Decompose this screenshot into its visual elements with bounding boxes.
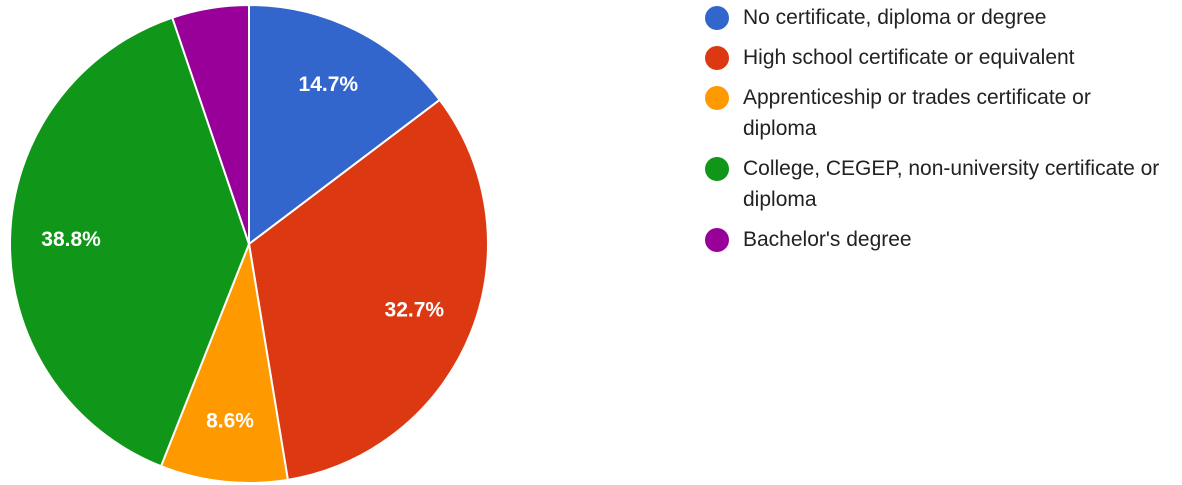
pie-plot-area: 14.7% 32.7% 8.6% 38.8% — [9, 3, 489, 484]
pie-slice-0[interactable] — [248, 3, 442, 247]
pie-slice-2[interactable] — [159, 240, 290, 484]
legend-item-1[interactable]: High school certificate or equivalent — [705, 42, 1175, 73]
slice-value-label-0: 14.7% — [299, 73, 359, 96]
pie-slice-1[interactable] — [247, 98, 489, 481]
legend-label-4: Bachelor's degree — [743, 228, 912, 251]
pie-slices — [9, 3, 489, 484]
pie-slice-labels: 14.7% 32.7% 8.6% 38.8% — [41, 73, 444, 432]
legend-swatch-1 — [705, 46, 729, 70]
legend-swatch-0 — [705, 6, 729, 30]
legend-item-4[interactable]: Bachelor's degree — [705, 224, 1175, 255]
pie-slice-4[interactable] — [171, 3, 250, 245]
legend-label-3: College, CEGEP, non-university certifica… — [743, 157, 1160, 211]
legend-label-0: No certificate, diploma or degree — [743, 6, 1047, 29]
legend-label-1: High school certificate or equivalent — [743, 46, 1075, 69]
slice-value-label-3: 38.8% — [41, 228, 101, 251]
legend-item-0[interactable]: No certificate, diploma or degree — [705, 2, 1175, 33]
slice-value-label-2: 8.6% — [206, 409, 254, 432]
legend-item-2[interactable]: Apprenticeship or trades certificate or … — [705, 82, 1175, 144]
legend-swatch-3 — [705, 157, 729, 181]
legend-item-3[interactable]: College, CEGEP, non-university certifica… — [705, 153, 1175, 215]
slice-value-label-1: 32.7% — [385, 299, 445, 322]
legend-swatch-2 — [705, 86, 729, 110]
chart-legend: No certificate, diploma or degree High sc… — [705, 2, 1175, 264]
legend-label-2: Apprenticeship or trades certificate or … — [743, 86, 1091, 140]
pie-slice-3[interactable] — [9, 16, 251, 468]
legend-swatch-4 — [705, 228, 729, 252]
